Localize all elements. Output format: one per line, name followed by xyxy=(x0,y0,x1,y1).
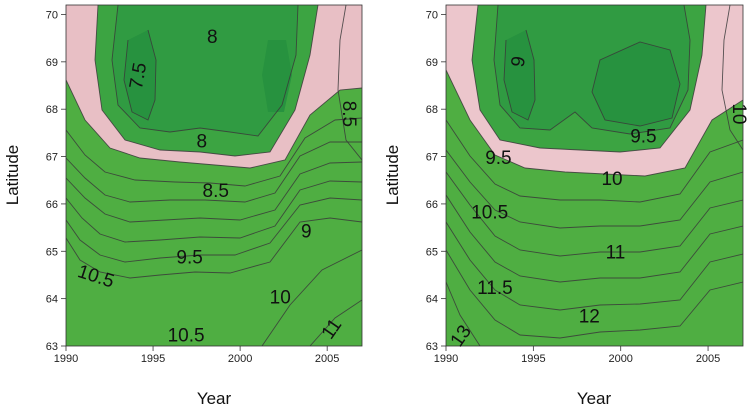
contour-line-right xyxy=(591,41,681,127)
band-left xyxy=(66,80,362,346)
y-tick-label: 69 xyxy=(426,57,438,69)
plot-frame-left xyxy=(65,4,363,347)
contour-line-right xyxy=(446,249,743,339)
contour-line-left xyxy=(66,217,362,279)
band-left xyxy=(262,40,292,112)
contour-lines-left xyxy=(66,5,362,346)
panel-right: 1990 1995 2000 2005 63 64 65 66 67 68 69 70 9 9.5 9.5… xyxy=(383,4,747,408)
band-right xyxy=(446,70,743,346)
x-tick-label: 1995 xyxy=(521,353,545,365)
contour-line-left xyxy=(66,197,362,263)
y-tick-label: 63 xyxy=(46,341,58,353)
contour-label: 9 xyxy=(301,221,312,242)
contour-lines-right xyxy=(446,5,743,346)
band-left xyxy=(112,5,298,136)
contour-label: 8.5 xyxy=(202,181,228,202)
x-tick-label: 2000 xyxy=(608,353,632,365)
contour-line-left xyxy=(66,180,362,243)
ticks-left: 1990 1995 2000 2005 63 64 65 66 67 68 69 70 xyxy=(46,9,340,365)
y-axis-label-left: Latitude xyxy=(3,145,22,206)
contour-label: 9 xyxy=(508,55,531,69)
plot-frame-right xyxy=(445,4,744,347)
band-right xyxy=(504,30,535,120)
contour-label: 11 xyxy=(606,243,626,264)
contour-label: 8 xyxy=(197,131,208,152)
contour-label: 9.5 xyxy=(630,127,656,148)
y-tick-label: 68 xyxy=(46,104,58,116)
y-tick-label: 65 xyxy=(46,246,58,258)
x-tick-label: 2005 xyxy=(696,353,720,365)
contour-line-left xyxy=(309,299,362,346)
band-right xyxy=(592,42,680,126)
contour-line-left xyxy=(66,79,362,169)
heat-bands-left xyxy=(66,5,362,346)
contour-line-right xyxy=(446,171,743,257)
contour-line-left xyxy=(66,161,362,223)
y-tick-label: 65 xyxy=(426,246,438,258)
heat-bands-right xyxy=(446,5,743,346)
y-tick-label: 67 xyxy=(426,152,438,164)
y-tick-label: 64 xyxy=(46,294,58,306)
contour-label: 12 xyxy=(579,307,600,328)
contour-line-left xyxy=(94,5,319,157)
contour-line-left xyxy=(337,5,362,161)
x-axis-label-right: Year xyxy=(577,389,612,408)
contour-line-left xyxy=(66,141,362,203)
contour-label: 10 xyxy=(270,288,291,309)
x-tick-label: 2005 xyxy=(315,353,339,365)
y-tick-label: 68 xyxy=(426,104,438,116)
contour-line-right xyxy=(446,149,743,229)
y-axis-label-right: Latitude xyxy=(383,145,402,206)
contour-line-left xyxy=(111,5,299,137)
contour-line-right xyxy=(446,119,743,203)
y-tick-label: 70 xyxy=(426,9,438,21)
contour-line-right xyxy=(446,281,481,346)
x-tick-label: 2000 xyxy=(228,353,252,365)
contour-label: 9.5 xyxy=(176,247,202,268)
y-tick-label: 67 xyxy=(46,152,58,164)
y-tick-label: 69 xyxy=(46,57,58,69)
contour-label: 10.5 xyxy=(471,202,508,223)
contour-label: 7.5 xyxy=(126,61,151,91)
x-tick-label: 1995 xyxy=(141,353,165,365)
contour-label: 8.5 xyxy=(338,101,359,127)
contour-line-right xyxy=(471,5,707,153)
x-tick-label: 1990 xyxy=(434,353,458,365)
contour-label: 10 xyxy=(728,103,747,124)
contour-line-right xyxy=(446,194,743,283)
ticks-right: 1990 1995 2000 2005 63 64 65 66 67 68 69 70 xyxy=(426,9,721,365)
contour-line-right xyxy=(721,5,743,151)
x-axis-label-left: Year xyxy=(197,389,232,408)
y-tick-label: 66 xyxy=(426,199,438,211)
contour-line-left xyxy=(123,29,157,121)
contour-label: 10 xyxy=(601,169,622,190)
contour-label: 8 xyxy=(207,27,218,48)
contour-line-right xyxy=(446,221,743,311)
contour-label: 10.5 xyxy=(168,326,205,347)
y-tick-label: 66 xyxy=(46,199,58,211)
band-left xyxy=(124,30,156,120)
contour-line-right xyxy=(503,29,536,121)
x-tick-label: 1990 xyxy=(54,353,78,365)
y-tick-label: 64 xyxy=(426,294,438,306)
contour-label: 11.5 xyxy=(477,278,513,299)
y-tick-label: 63 xyxy=(426,341,438,353)
contour-line-right xyxy=(493,5,691,135)
contour-line-left xyxy=(66,117,362,187)
contour-line-right xyxy=(446,69,743,177)
y-tick-label: 70 xyxy=(46,9,58,21)
contour-label: 9.5 xyxy=(485,148,511,169)
contour-line-left xyxy=(261,249,362,346)
panel-left: 1990 1995 2000 2005 63 64 65 66 67 68 69 70 7.5 8 8 8.… xyxy=(3,4,363,408)
